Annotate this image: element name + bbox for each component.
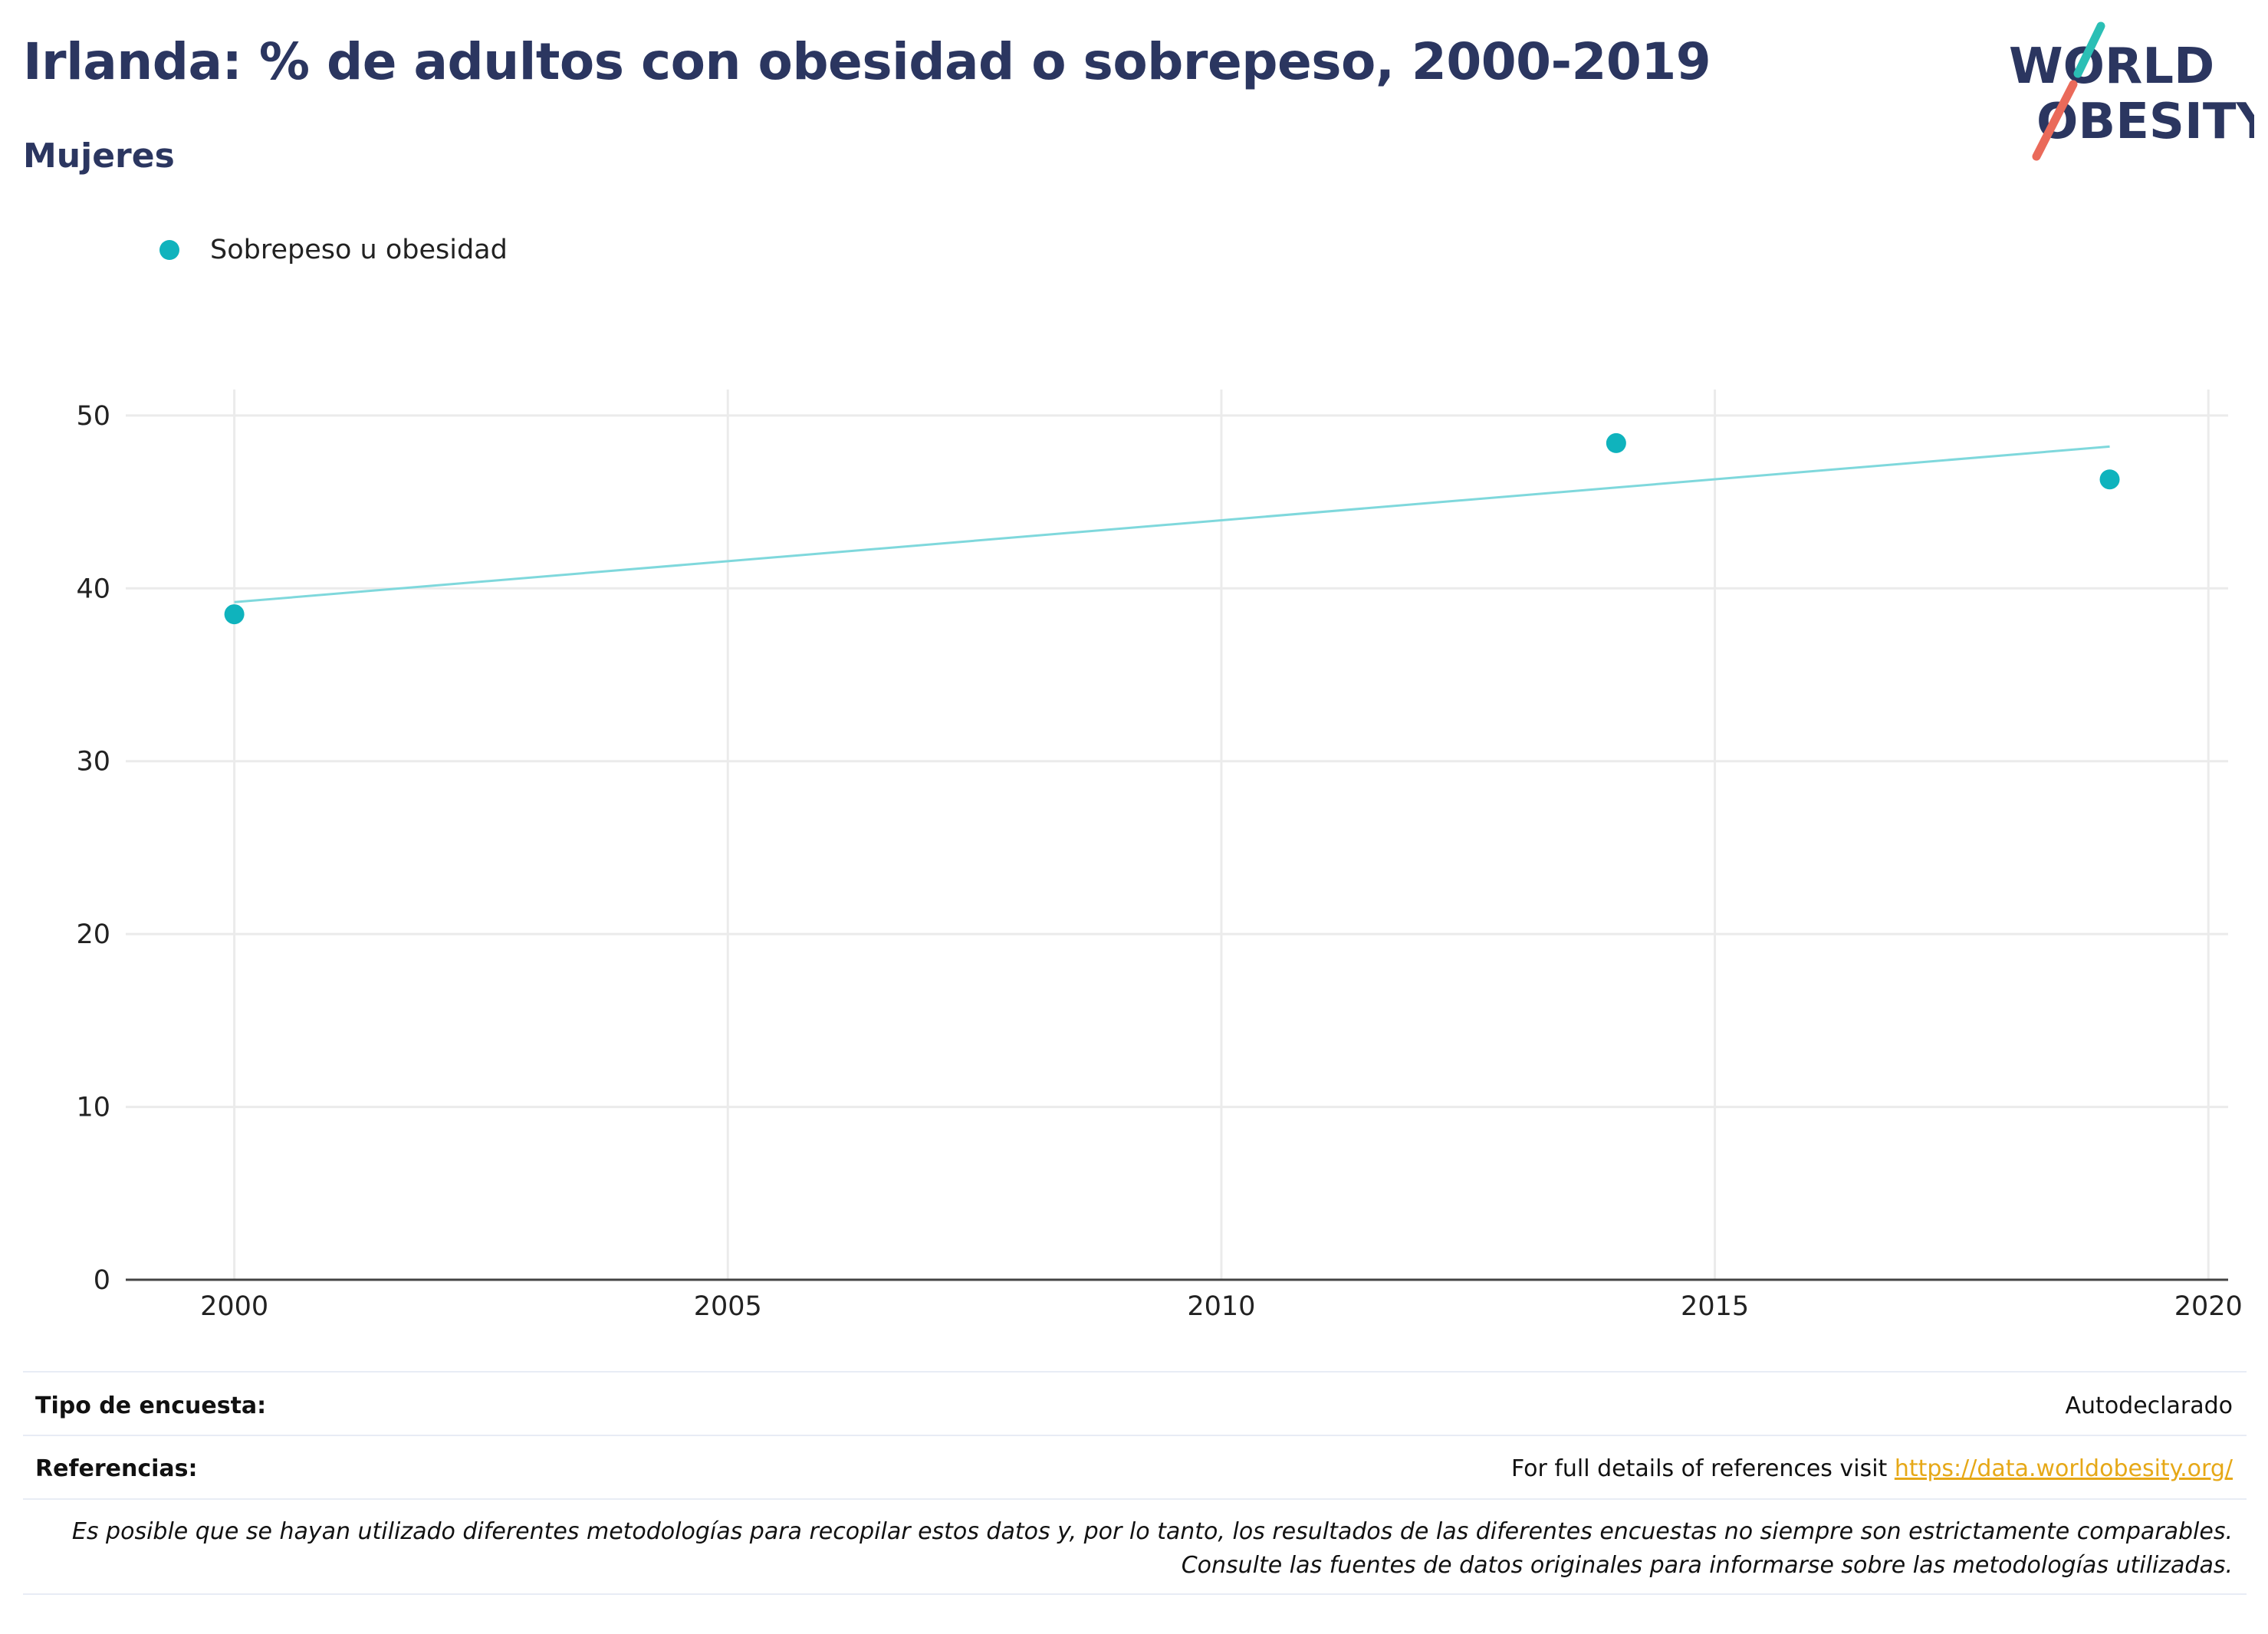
- data-point: [1606, 432, 1626, 453]
- logo-slash-coral: [2032, 80, 2078, 161]
- y-tick-label: 10: [76, 1093, 110, 1123]
- x-tick-label: 2005: [694, 1291, 762, 1319]
- references-label: Referencias:: [35, 1455, 198, 1482]
- x-tick-label: 2015: [1681, 1291, 1749, 1319]
- y-tick-label: 50: [76, 401, 110, 432]
- data-point: [224, 604, 245, 625]
- legend-label: Sobrepeso u obesidad: [210, 235, 508, 265]
- references-value: For full details of references visit htt…: [1511, 1455, 2233, 1482]
- y-tick-label: 0: [94, 1265, 110, 1296]
- methodology-note: Es posible que se hayan utilizado difere…: [71, 1518, 2233, 1579]
- legend-marker: [159, 240, 179, 260]
- y-tick-label: 20: [76, 919, 110, 950]
- footer-divider: [23, 1435, 2247, 1436]
- footer-divider: [23, 1371, 2247, 1373]
- x-tick-label: 2010: [1187, 1291, 1255, 1319]
- references-text: For full details of references visit: [1510, 1455, 1895, 1482]
- world-obesity-logo: WORLD OBESITY: [2009, 21, 2254, 161]
- survey-type-value: Autodeclarado: [2065, 1392, 2233, 1419]
- survey-type-label: Tipo de encuesta:: [35, 1392, 267, 1419]
- logo-text-world: WORLD: [2009, 38, 2214, 95]
- data-point: [2099, 469, 2120, 490]
- footer-divider: [23, 1593, 2247, 1595]
- trend-line: [234, 445, 2110, 603]
- y-tick-label: 40: [76, 574, 110, 604]
- chart-legend[interactable]: Sobrepeso u obesidad: [159, 232, 508, 268]
- chart-plot-area: 2000 2005 2010 2015 2020 0 10 20 30 40 50: [76, 390, 2243, 1319]
- chart-subtitle: Mujeres: [23, 136, 175, 176]
- footer-divider: [23, 1498, 2247, 1500]
- y-tick-label: 30: [76, 747, 110, 778]
- x-tick-label: 2020: [2174, 1291, 2243, 1319]
- logo-text-obesity: OBESITY: [2036, 94, 2254, 150]
- references-link[interactable]: https://data.worldobesity.org/: [1894, 1455, 2233, 1482]
- x-tick-label: 2000: [200, 1291, 268, 1319]
- logo-slash-teal: [2073, 21, 2105, 78]
- chart-title: Irlanda: % de adultos con obesidad o sob…: [23, 32, 1711, 91]
